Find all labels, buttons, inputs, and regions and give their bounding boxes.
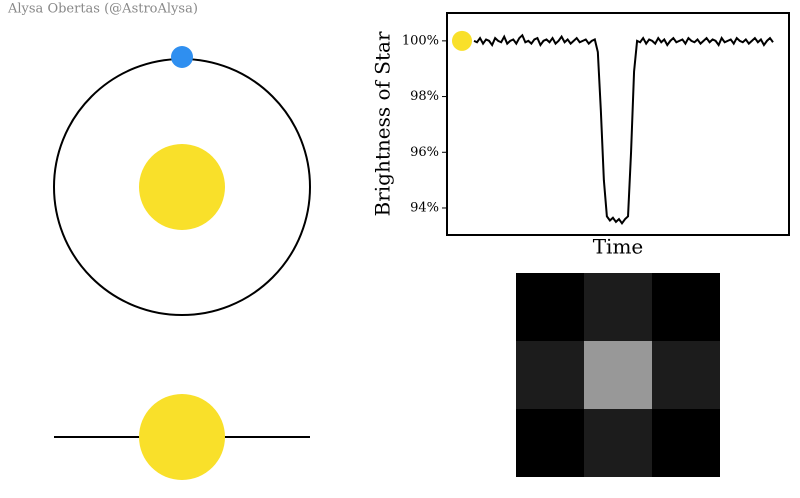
y-axis-label: Brightness of Star: [371, 31, 395, 216]
pixel: [516, 409, 584, 477]
y-tick-label: 96%: [410, 145, 439, 160]
star: [139, 144, 225, 230]
pixel: [516, 273, 584, 341]
star-edge-on: [139, 394, 225, 480]
pixel: [584, 341, 652, 409]
x-axis-label: Time: [593, 235, 644, 259]
pixel: [584, 273, 652, 341]
current-marker: [452, 30, 472, 51]
credit: Alysa Obertas (@AstroAlysa): [7, 2, 198, 17]
y-tick-label: 94%: [410, 200, 439, 215]
light-curve: [473, 33, 774, 226]
y-tick-label: 98%: [410, 89, 439, 104]
plot-frame: [446, 12, 790, 236]
planet: [171, 46, 193, 68]
pixel: [652, 341, 720, 409]
pixel: [584, 409, 652, 477]
pixel: [652, 409, 720, 477]
pixel: [516, 341, 584, 409]
pixel: [652, 273, 720, 341]
y-tick-label: 100%: [402, 33, 439, 48]
pixel-grid: [516, 273, 720, 477]
